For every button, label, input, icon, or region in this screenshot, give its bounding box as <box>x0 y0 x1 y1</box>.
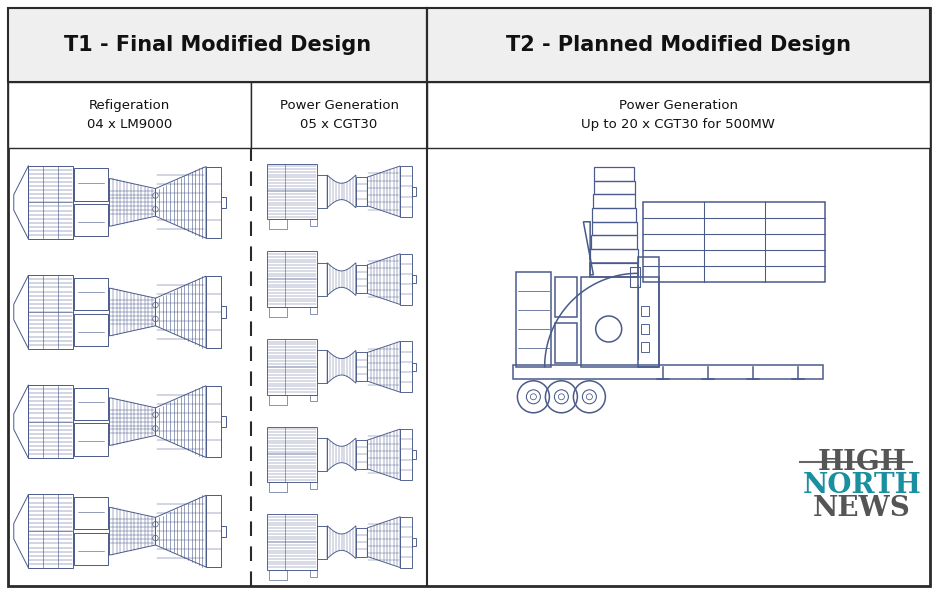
Bar <box>267 163 316 219</box>
Bar <box>401 166 412 217</box>
Bar <box>582 277 659 367</box>
Bar <box>317 438 327 471</box>
Bar <box>594 181 635 194</box>
Bar <box>74 533 108 565</box>
Bar <box>317 175 327 208</box>
Text: NEWS: NEWS <box>813 495 911 522</box>
Bar <box>555 323 578 363</box>
Bar <box>74 314 108 346</box>
Bar <box>74 168 108 201</box>
Bar <box>401 429 412 480</box>
Bar <box>74 497 108 529</box>
Bar <box>412 363 416 371</box>
Bar <box>74 204 108 236</box>
Bar <box>590 249 638 263</box>
Bar <box>641 306 648 316</box>
Text: Power Generation
Up to 20 x CGT30 for 500MW: Power Generation Up to 20 x CGT30 for 50… <box>582 99 776 131</box>
Bar <box>592 222 637 235</box>
Text: Power Generation
05 x CGT30: Power Generation 05 x CGT30 <box>280 99 399 131</box>
Bar <box>593 194 635 208</box>
Bar <box>28 275 72 349</box>
Text: Refigeration
04 x LM9000: Refigeration 04 x LM9000 <box>87 99 173 131</box>
Bar <box>638 257 659 367</box>
Bar <box>310 394 316 401</box>
Bar <box>267 339 316 394</box>
Bar <box>220 307 226 318</box>
Bar <box>592 208 636 222</box>
Bar <box>401 342 412 392</box>
Bar <box>412 187 416 195</box>
Text: HIGH: HIGH <box>818 449 906 476</box>
Bar <box>220 197 226 208</box>
Text: T1 - Final Modified Design: T1 - Final Modified Design <box>64 35 371 55</box>
Bar <box>427 8 930 82</box>
Bar <box>220 416 226 427</box>
Text: NORTH: NORTH <box>803 472 921 499</box>
Bar <box>269 307 287 317</box>
Bar <box>28 494 72 568</box>
Bar <box>310 307 316 314</box>
Bar <box>8 8 427 82</box>
Bar <box>310 482 316 489</box>
Bar <box>412 275 416 283</box>
Bar <box>206 386 220 457</box>
Bar <box>206 166 220 238</box>
Bar <box>220 526 226 537</box>
Bar <box>591 235 638 249</box>
Bar <box>356 352 368 381</box>
Bar <box>269 482 287 492</box>
Bar <box>206 495 220 567</box>
Bar <box>401 517 412 568</box>
Bar <box>267 514 316 570</box>
Bar <box>317 526 327 558</box>
Bar <box>74 278 108 310</box>
Bar <box>28 385 72 459</box>
Bar <box>555 277 578 317</box>
Bar <box>310 570 316 577</box>
Bar <box>317 350 327 383</box>
Bar <box>590 263 638 277</box>
Bar <box>74 387 108 420</box>
Bar <box>513 365 824 379</box>
Bar <box>595 167 634 181</box>
Bar <box>206 276 220 348</box>
Bar <box>641 342 648 352</box>
Bar <box>251 82 427 147</box>
Bar <box>630 267 640 287</box>
Bar <box>412 538 416 546</box>
Bar <box>401 254 412 305</box>
Bar <box>641 324 648 334</box>
Bar <box>356 265 368 293</box>
Bar <box>267 426 316 482</box>
Bar <box>517 272 552 367</box>
Bar <box>412 450 416 459</box>
Bar <box>356 528 368 557</box>
Bar <box>269 570 287 580</box>
Bar <box>317 263 327 295</box>
Bar <box>267 251 316 307</box>
Bar <box>269 394 287 405</box>
Bar <box>8 82 251 147</box>
Bar <box>310 219 316 226</box>
Bar <box>74 424 108 456</box>
Bar <box>28 166 72 239</box>
Text: T2 - Planned Modified Design: T2 - Planned Modified Design <box>506 35 851 55</box>
Bar <box>427 82 930 147</box>
Bar <box>356 440 368 469</box>
Bar <box>643 202 825 282</box>
Bar <box>356 177 368 206</box>
Bar <box>269 219 287 229</box>
